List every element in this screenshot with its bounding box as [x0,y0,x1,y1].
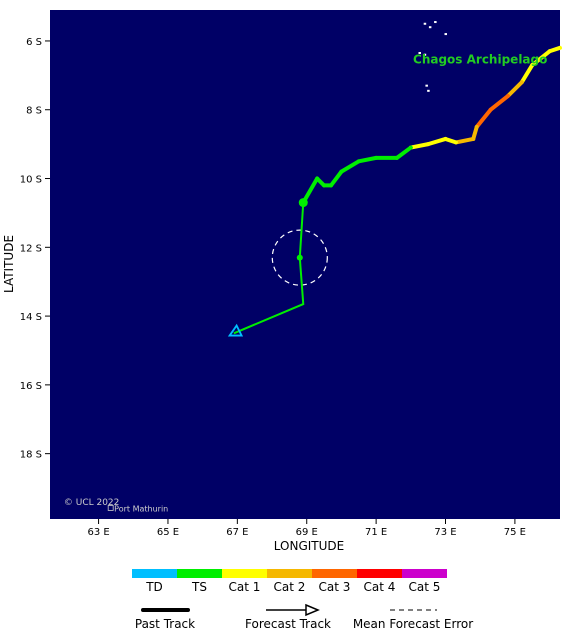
region-label: Chagos Archipelago [413,52,547,66]
legend-forecast-error: Mean Forecast Error [353,609,473,631]
island [418,51,421,54]
past-track-segment [474,107,493,129]
error-label: Mean Forecast Error [353,617,473,631]
copyright-label: © UCL 2022 [64,498,120,508]
past-track-segment [329,169,344,188]
lon-tick-label: 63 E [87,527,109,538]
past-track-label: Past Track [135,617,195,631]
lon-tick-label: 67 E [226,527,248,538]
legend-swatch [222,569,267,578]
legend: TD TS Cat 1 Cat 2 Cat 3 Cat 4 Cat 5 [132,569,447,594]
island [434,21,437,24]
legend-swatch [402,569,447,578]
island [428,26,432,29]
forecast-track-label: Forecast Track [245,617,331,631]
lat-tick-label: 10 S [20,175,42,186]
forecast-end-triangle-icon [227,323,244,337]
current-position-marker [298,198,308,208]
lon-tick-label: 71 E [365,527,387,538]
past-track-segment [356,155,379,164]
island [444,33,448,36]
legend-category-label: Cat 3 [319,580,351,594]
past-track-segment [488,93,510,112]
lat-tick-label: 8 S [26,106,42,117]
lon-tick-label: 75 E [504,527,526,538]
legend-swatch [132,569,177,578]
storm-track [227,45,562,337]
past-track-segment [505,80,524,98]
island [427,89,430,92]
past-track-segment [426,136,448,147]
legend-swatch [357,569,402,578]
forecast-error-circle [271,229,328,286]
legend-swatch [177,569,222,578]
lat-tick-label: 18 S [20,450,42,461]
lat-tick-label: 6 S [26,37,42,48]
lat-tick-label: 12 S [20,243,42,254]
lat-tick-label: 16 S [20,381,42,392]
legend-past-track: Past Track [135,608,195,631]
forecast-arrow-icon [305,603,320,617]
lon-tick-label: 73 E [434,527,456,538]
legend-category-label: Cat 5 [409,580,441,594]
past-track-segment [519,63,535,85]
forecast-track-line [233,202,305,335]
lon-tick-label: 65 E [157,527,179,538]
legend-swatch [312,569,357,578]
past-track-segment [339,159,361,174]
map-background [50,10,560,519]
islands [418,21,448,92]
place-label: Port Mathurin [114,504,168,513]
legend-category-label: TS [191,580,207,594]
island [423,53,427,56]
legend-category-label: Cat 2 [274,580,306,594]
past-track-segment [408,142,431,150]
island [423,22,427,25]
past-track-segment [301,176,320,205]
legend-swatch [267,569,312,578]
island [425,84,428,87]
lat-tick-label: 14 S [20,312,42,323]
legend-forecast-track: Forecast Track [245,603,331,631]
past-track-segment [471,124,479,141]
legend-category-label: Cat 4 [364,580,396,594]
y-axis-title: LATITUDE [2,235,16,293]
legend-category-label: TD [145,580,163,594]
forecast-point-marker [296,254,303,261]
past-track-segment [530,49,552,68]
x-axis-title: LONGITUDE [274,539,344,553]
past-track-segment [394,145,413,160]
place-marker: Port Mathurin [107,504,168,513]
axis-ticks: 63 E 65 E 67 E 69 E 71 E 73 E 75 E 6 S 8 S 10 S 12… [20,37,526,538]
past-track-segment [453,136,476,145]
legend-category-label: Cat 1 [229,580,261,594]
lon-tick-label: 69 E [296,527,318,538]
